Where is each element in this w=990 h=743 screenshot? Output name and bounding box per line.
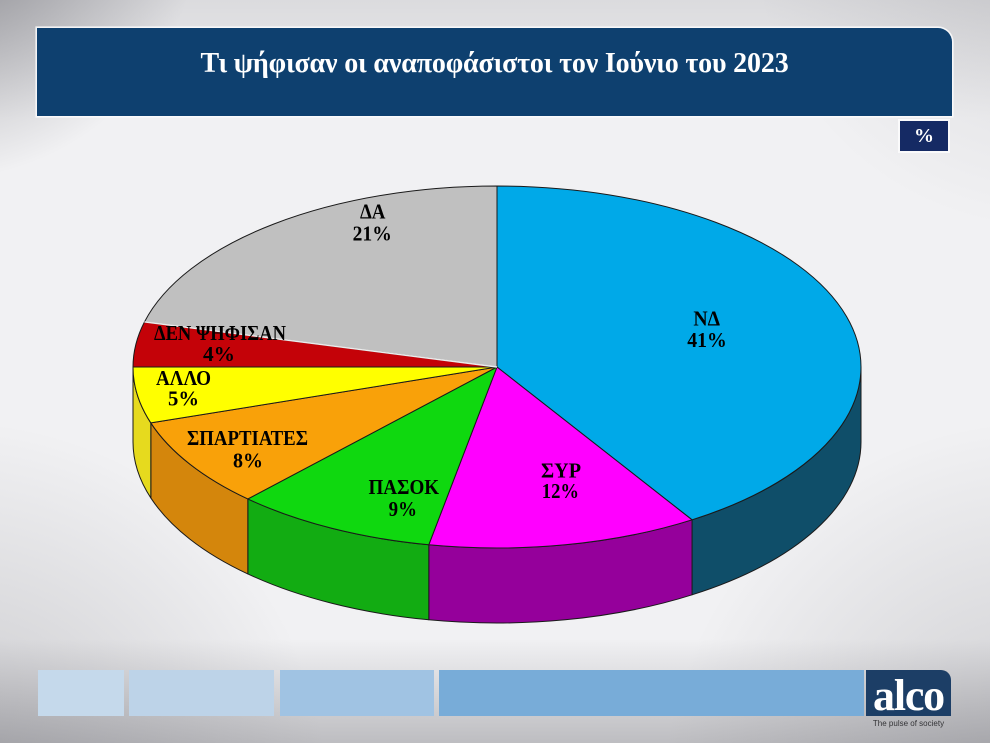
svg-text:5%: 5% bbox=[168, 387, 199, 411]
svg-text:ΣΥΡ: ΣΥΡ bbox=[541, 458, 581, 482]
svg-text:ΝΔ: ΝΔ bbox=[693, 307, 720, 331]
svg-text:21%: 21% bbox=[353, 222, 392, 246]
svg-text:ΑΛΛΟ: ΑΛΛΟ bbox=[156, 366, 211, 390]
svg-text:ΔΕΝ ΨΗΦΙΣΑΝ: ΔΕΝ ΨΗΦΙΣΑΝ bbox=[154, 321, 286, 345]
svg-text:ΔΑ: ΔΑ bbox=[360, 200, 386, 224]
svg-text:8%: 8% bbox=[233, 449, 263, 473]
svg-text:4%: 4% bbox=[203, 342, 235, 366]
svg-text:12%: 12% bbox=[542, 479, 579, 503]
svg-text:ΣΠΑΡΤΙΑΤΕΣ: ΣΠΑΡΤΙΑΤΕΣ bbox=[187, 426, 308, 450]
svg-text:ΠΑΣΟΚ: ΠΑΣΟΚ bbox=[368, 475, 439, 499]
svg-text:41%: 41% bbox=[687, 328, 727, 352]
svg-text:9%: 9% bbox=[389, 497, 417, 521]
